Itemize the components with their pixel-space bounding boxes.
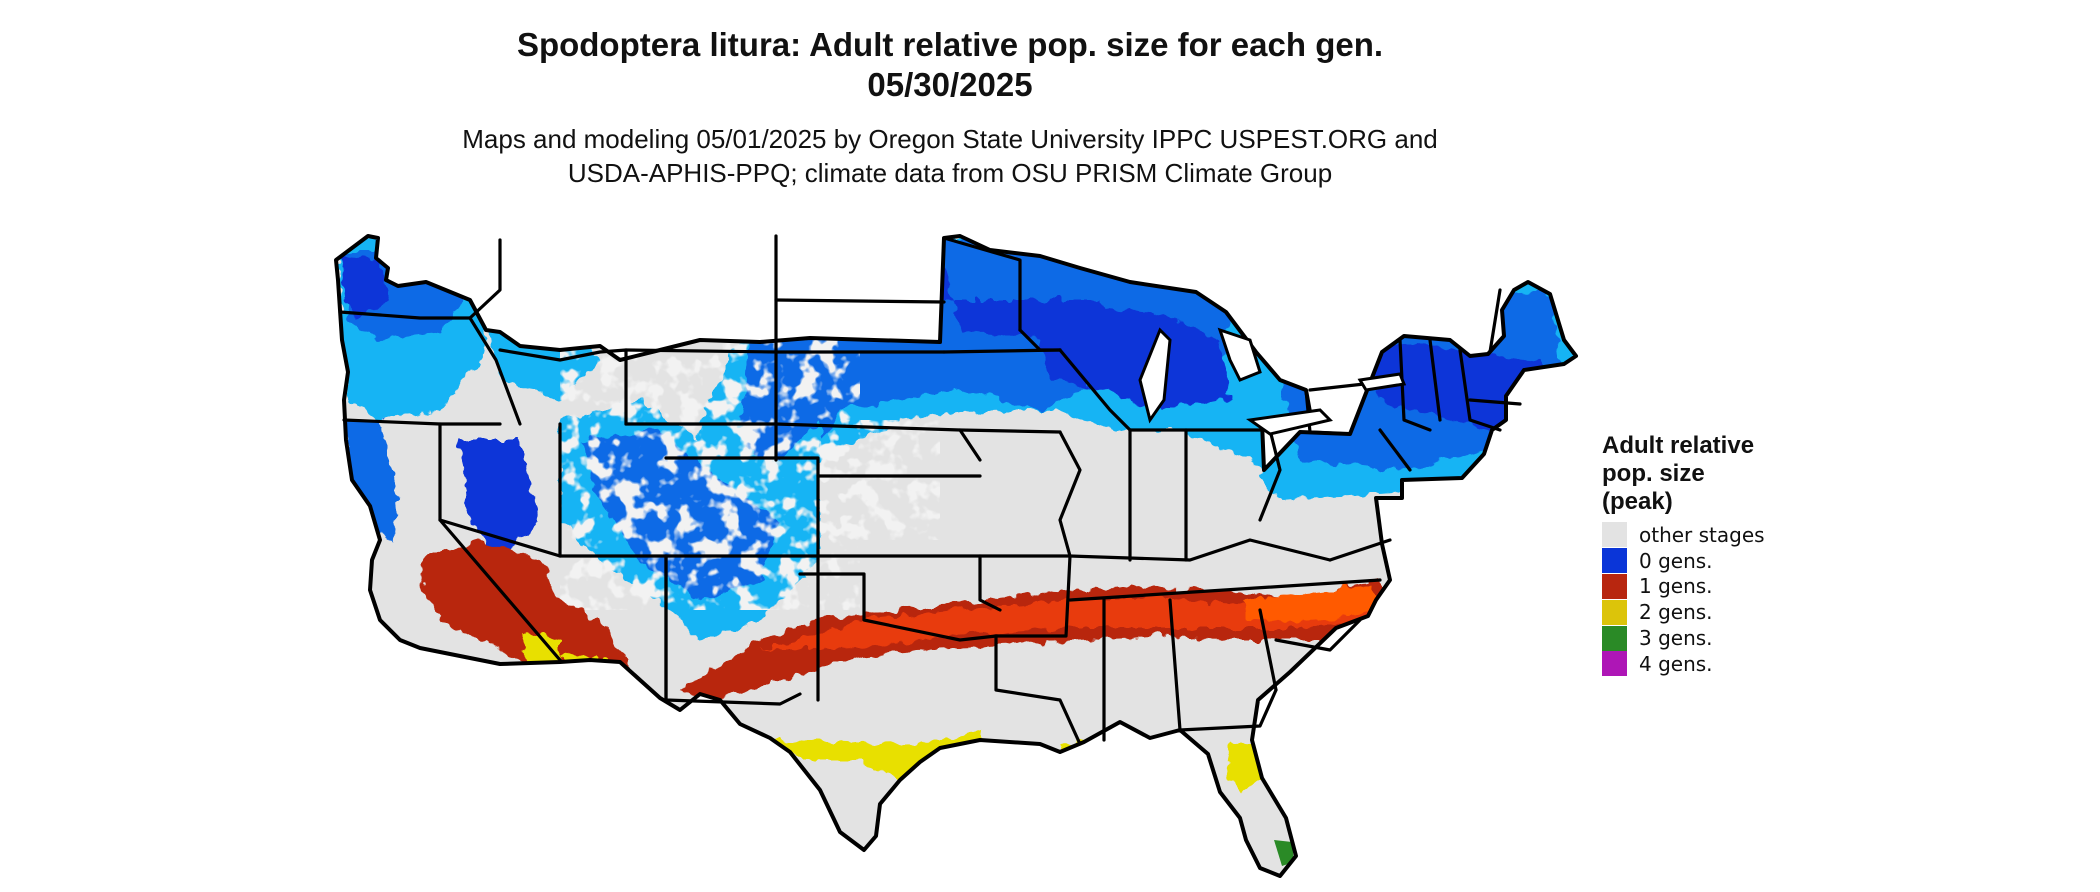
legend-label: 0 gens.: [1639, 548, 1713, 573]
legend-label: 1 gens.: [1639, 574, 1713, 599]
map-date: 05/30/2025: [867, 66, 1033, 103]
legend-title-line-1: Adult relative: [1602, 432, 1755, 459]
legend-label: 2 gens.: [1639, 600, 1713, 625]
legend-swatch: [1602, 625, 1627, 651]
legend-swatch: [1602, 599, 1627, 625]
legend-items: other stages 0 gens. 1 gens. 2 gens. 3 gens.…: [1602, 522, 1862, 677]
legend-label: other stages: [1639, 522, 1765, 547]
state-borders: [338, 234, 1522, 746]
three-gen-regions: [1274, 840, 1294, 866]
map-title: Spodoptera litura: Adult relative pop. s…: [516, 26, 1384, 63]
legend-item: other stages: [1602, 522, 1862, 548]
legend-item: 2 gens.: [1602, 599, 1862, 625]
legend-item: 1 gens.: [1602, 573, 1862, 600]
map-credit-line-2: USDA-APHIS-PPQ; climate data from OSU PR…: [567, 158, 1333, 188]
legend-label: 4 gens.: [1639, 651, 1713, 676]
legend-swatch: [1602, 548, 1627, 574]
legend-item: 0 gens.: [1602, 548, 1862, 574]
great-lakes: [1138, 327, 1407, 436]
map-legend: Adult relative pop. size (peak) other st…: [1602, 432, 1862, 677]
map-credit-line-1: Maps and modeling 05/01/2025 by Oregon S…: [462, 124, 1438, 154]
legend-swatch: [1602, 651, 1627, 677]
legend-title-line-2: pop. size: [1602, 460, 1705, 487]
legend-title: Adult relative pop. size (peak): [1602, 432, 1862, 516]
legend-title-line-3: (peak): [1602, 488, 1673, 515]
legend-item: 4 gens.: [1602, 651, 1862, 677]
legend-swatch: [1602, 522, 1627, 548]
legend-swatch: [1602, 573, 1627, 599]
legend-label: 3 gens.: [1639, 626, 1713, 651]
legend-item: 3 gens.: [1602, 625, 1862, 651]
